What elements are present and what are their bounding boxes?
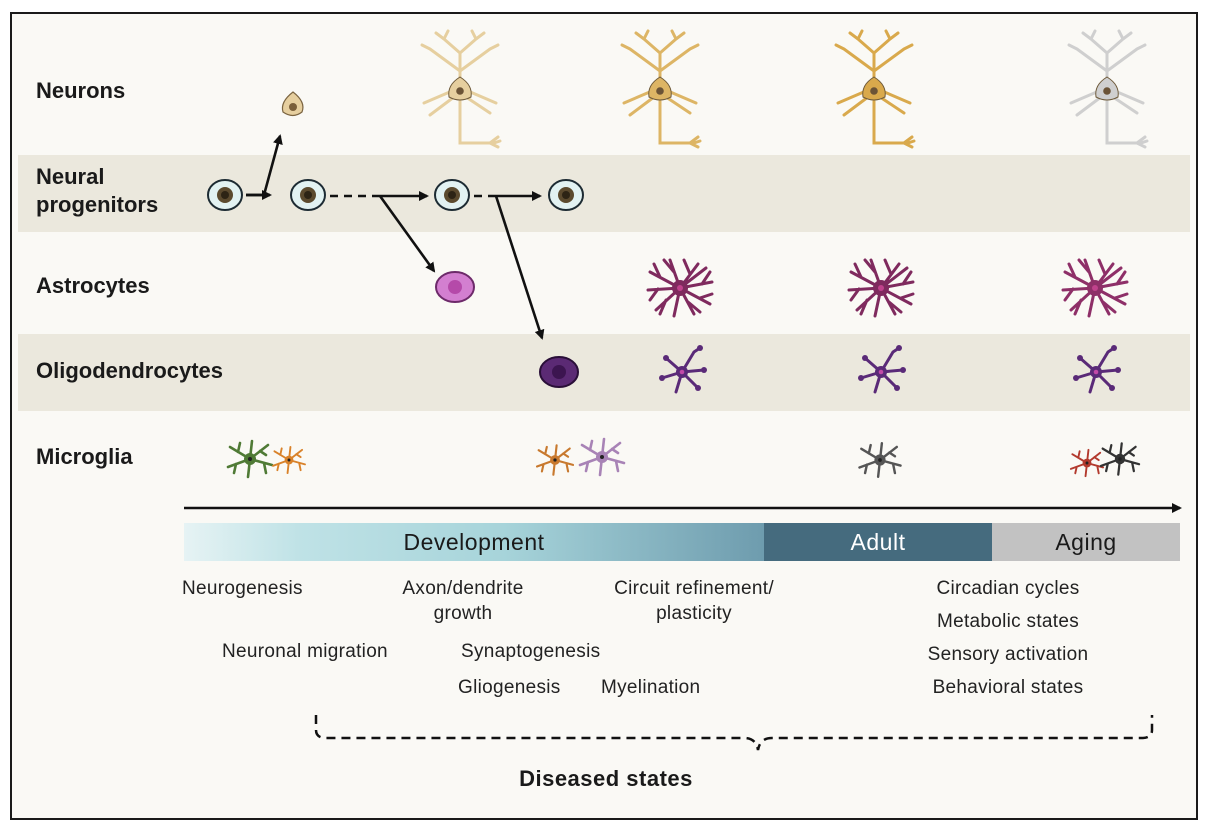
process-circadian: Circadian cycles (936, 578, 1080, 599)
astrocyte-dev-cell (646, 258, 714, 318)
microglia-green-cell (226, 439, 274, 479)
process-behavioral: Behavioral states (932, 677, 1084, 698)
process-axon-growth: Axon/dendrite growth (387, 576, 539, 626)
process-neuronal-migration: Neuronal migration (222, 641, 388, 662)
neuron-juvenile-cell (620, 29, 702, 149)
stage-development-bar: Development (184, 523, 764, 561)
progenitor-cell-4 (548, 179, 584, 211)
process-sensory: Sensory activation (927, 644, 1089, 665)
microglia-aging-dark-cell (1099, 442, 1141, 476)
neuron-adult-cell (834, 29, 916, 149)
process-axon-line1: Axon/dendrite (402, 578, 524, 599)
stage-adult-label: Adult (850, 528, 906, 555)
process-myelination: Myelination (601, 677, 701, 698)
progenitor-cell-2 (290, 179, 326, 211)
astrocyte-precursor-cell (435, 271, 475, 303)
microglia-dev-lilac-cell (578, 437, 626, 477)
process-neurogenesis: Neurogenesis (182, 578, 303, 599)
row-label-progenitors-line2: progenitors (36, 192, 159, 217)
oligodendrocyte-band (18, 334, 1190, 411)
diseased-states-label: Diseased states (519, 766, 693, 791)
microglia-orange-cell (272, 445, 306, 475)
stage-development-label: Development (403, 528, 545, 555)
diseased-states-brace (314, 715, 1154, 751)
oligodendrocyte-adult-cell (856, 343, 908, 394)
process-circuit-refinement: Circuit refinement/ plasticity (590, 576, 798, 626)
process-synaptogenesis: Synaptogenesis (461, 641, 601, 662)
row-label-progenitors-line1: Neural (36, 164, 105, 189)
row-label-oligodendrocytes: Oligodendrocytes (36, 358, 224, 383)
process-gliogenesis: Gliogenesis (458, 677, 561, 698)
microglia-dev-orange-cell (535, 444, 575, 476)
cell-diagram (184, 29, 1182, 751)
process-metabolic: Metabolic states (936, 611, 1080, 632)
process-circuit-line1: Circuit refinement/ (614, 578, 774, 599)
stage-aging-bar: Aging (992, 523, 1180, 561)
row-label-neurons: Neurons (36, 78, 126, 103)
neuron-aging-cell (1067, 29, 1149, 149)
astrocyte-aging-cell (1061, 258, 1129, 318)
neuron-dev-cell (420, 29, 502, 149)
microglia-adult-cell (858, 441, 902, 479)
stage-aging-label: Aging (1055, 528, 1117, 555)
astrocyte-adult-cell (847, 258, 915, 318)
oligodendrocyte-dev-cell (657, 343, 709, 394)
row-label-astrocytes: Astrocytes (36, 273, 150, 298)
row-label-microglia: Microglia (36, 444, 133, 469)
row-label-progenitors: Neural progenitors (36, 163, 158, 219)
figure-frame: Neurons Neural progenitors Astrocytes Ol… (10, 12, 1198, 820)
process-axon-line2: growth (433, 603, 493, 624)
immature-neuron-cell (281, 91, 304, 117)
oligodendrocyte-precursor-cell (539, 356, 579, 388)
process-circuit-line2: plasticity (656, 603, 732, 624)
microglia-aging-red-cell (1069, 448, 1105, 478)
progenitor-cell-1 (207, 179, 243, 211)
oligodendrocyte-aging-cell (1071, 343, 1123, 394)
stage-adult-bar: Adult (764, 523, 992, 561)
progenitor-cell-3 (434, 179, 470, 211)
lineage-arrows (184, 134, 1182, 513)
